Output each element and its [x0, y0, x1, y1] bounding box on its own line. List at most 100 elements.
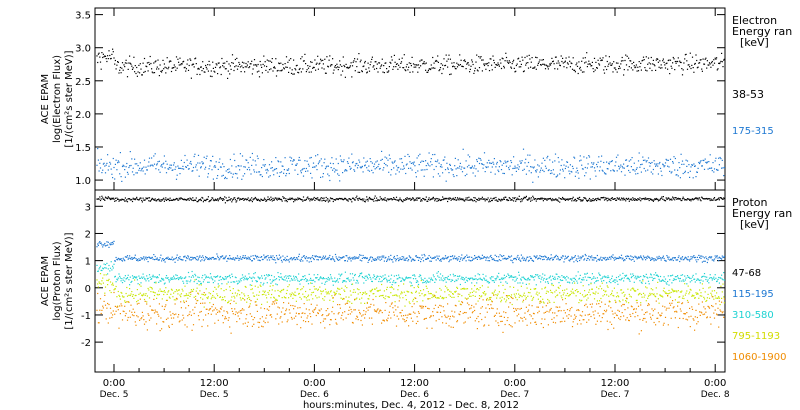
data-point [120, 258, 122, 260]
data-point [681, 257, 683, 259]
data-point [587, 199, 589, 202]
data-point [242, 197, 244, 200]
data-point [159, 288, 161, 290]
data-point [170, 293, 172, 295]
data-point [564, 198, 566, 200]
data-point [378, 295, 381, 297]
y-tick-label: 3.5 [75, 11, 91, 22]
data-point [291, 279, 293, 281]
data-point [118, 273, 120, 275]
data-point [629, 60, 631, 62]
data-point [399, 297, 401, 299]
data-point [548, 169, 550, 171]
data-point [489, 58, 491, 60]
data-point [148, 280, 150, 282]
data-point [371, 58, 373, 60]
data-point [280, 276, 283, 278]
data-point [174, 199, 176, 201]
data-point [103, 244, 105, 246]
data-point [146, 66, 148, 68]
data-point [218, 62, 220, 64]
data-point [471, 199, 473, 201]
data-point [649, 257, 651, 259]
data-point [338, 256, 340, 258]
data-point [338, 293, 340, 295]
data-point [143, 298, 146, 301]
data-point [585, 61, 587, 63]
data-point [368, 258, 371, 260]
data-point [208, 201, 210, 203]
data-point [258, 171, 260, 173]
data-point [215, 199, 217, 201]
data-point [129, 151, 131, 153]
data-point [581, 255, 584, 257]
data-point [134, 198, 136, 200]
data-point [295, 198, 297, 200]
data-point [439, 258, 442, 261]
data-point [646, 70, 648, 72]
data-point [560, 55, 562, 57]
data-point [419, 153, 421, 155]
data-point [635, 64, 637, 66]
data-point [477, 170, 479, 172]
data-point [570, 170, 572, 173]
data-point [263, 291, 266, 293]
data-point [175, 299, 177, 301]
data-point [277, 258, 279, 261]
data-point [165, 160, 167, 162]
data-point [549, 172, 552, 175]
data-point [506, 60, 508, 62]
data-point [271, 167, 273, 169]
data-point [602, 170, 604, 172]
data-point [672, 259, 674, 262]
data-point [578, 278, 580, 280]
data-point [434, 67, 436, 69]
data-point [412, 298, 415, 300]
data-point [518, 274, 520, 276]
data-point [253, 169, 255, 171]
data-point [352, 291, 354, 293]
data-point [234, 199, 236, 201]
data-point [403, 67, 405, 69]
data-point [673, 257, 675, 259]
data-point [601, 155, 603, 157]
data-point [444, 156, 446, 158]
data-point [248, 273, 250, 275]
data-point [271, 258, 273, 260]
data-point [241, 256, 244, 259]
data-point [515, 276, 517, 278]
data-point [117, 290, 119, 293]
data-point [265, 257, 267, 259]
data-point [716, 280, 718, 282]
data-point [299, 67, 301, 70]
data-point [718, 260, 720, 262]
data-point [388, 296, 390, 298]
data-point [187, 164, 189, 167]
data-point [201, 277, 203, 279]
data-point [268, 293, 270, 295]
data-point [128, 198, 130, 200]
data-point [224, 278, 226, 280]
data-point [527, 161, 530, 164]
data-point [447, 66, 449, 68]
data-point [637, 275, 639, 277]
data-point [713, 59, 715, 61]
data-point [448, 261, 450, 263]
data-point [146, 62, 148, 64]
data-point [493, 259, 495, 261]
data-point [183, 282, 185, 284]
data-point [283, 288, 285, 290]
data-point [190, 59, 192, 61]
data-point [305, 256, 307, 258]
data-point [630, 166, 632, 168]
data-point [669, 73, 671, 75]
data-point [222, 163, 224, 165]
data-point [689, 66, 691, 68]
data-point [157, 199, 159, 201]
data-point [173, 199, 175, 201]
data-point [164, 199, 166, 201]
data-point [374, 288, 376, 290]
data-point [327, 278, 329, 280]
data-point [664, 200, 667, 202]
data-point [509, 165, 511, 167]
